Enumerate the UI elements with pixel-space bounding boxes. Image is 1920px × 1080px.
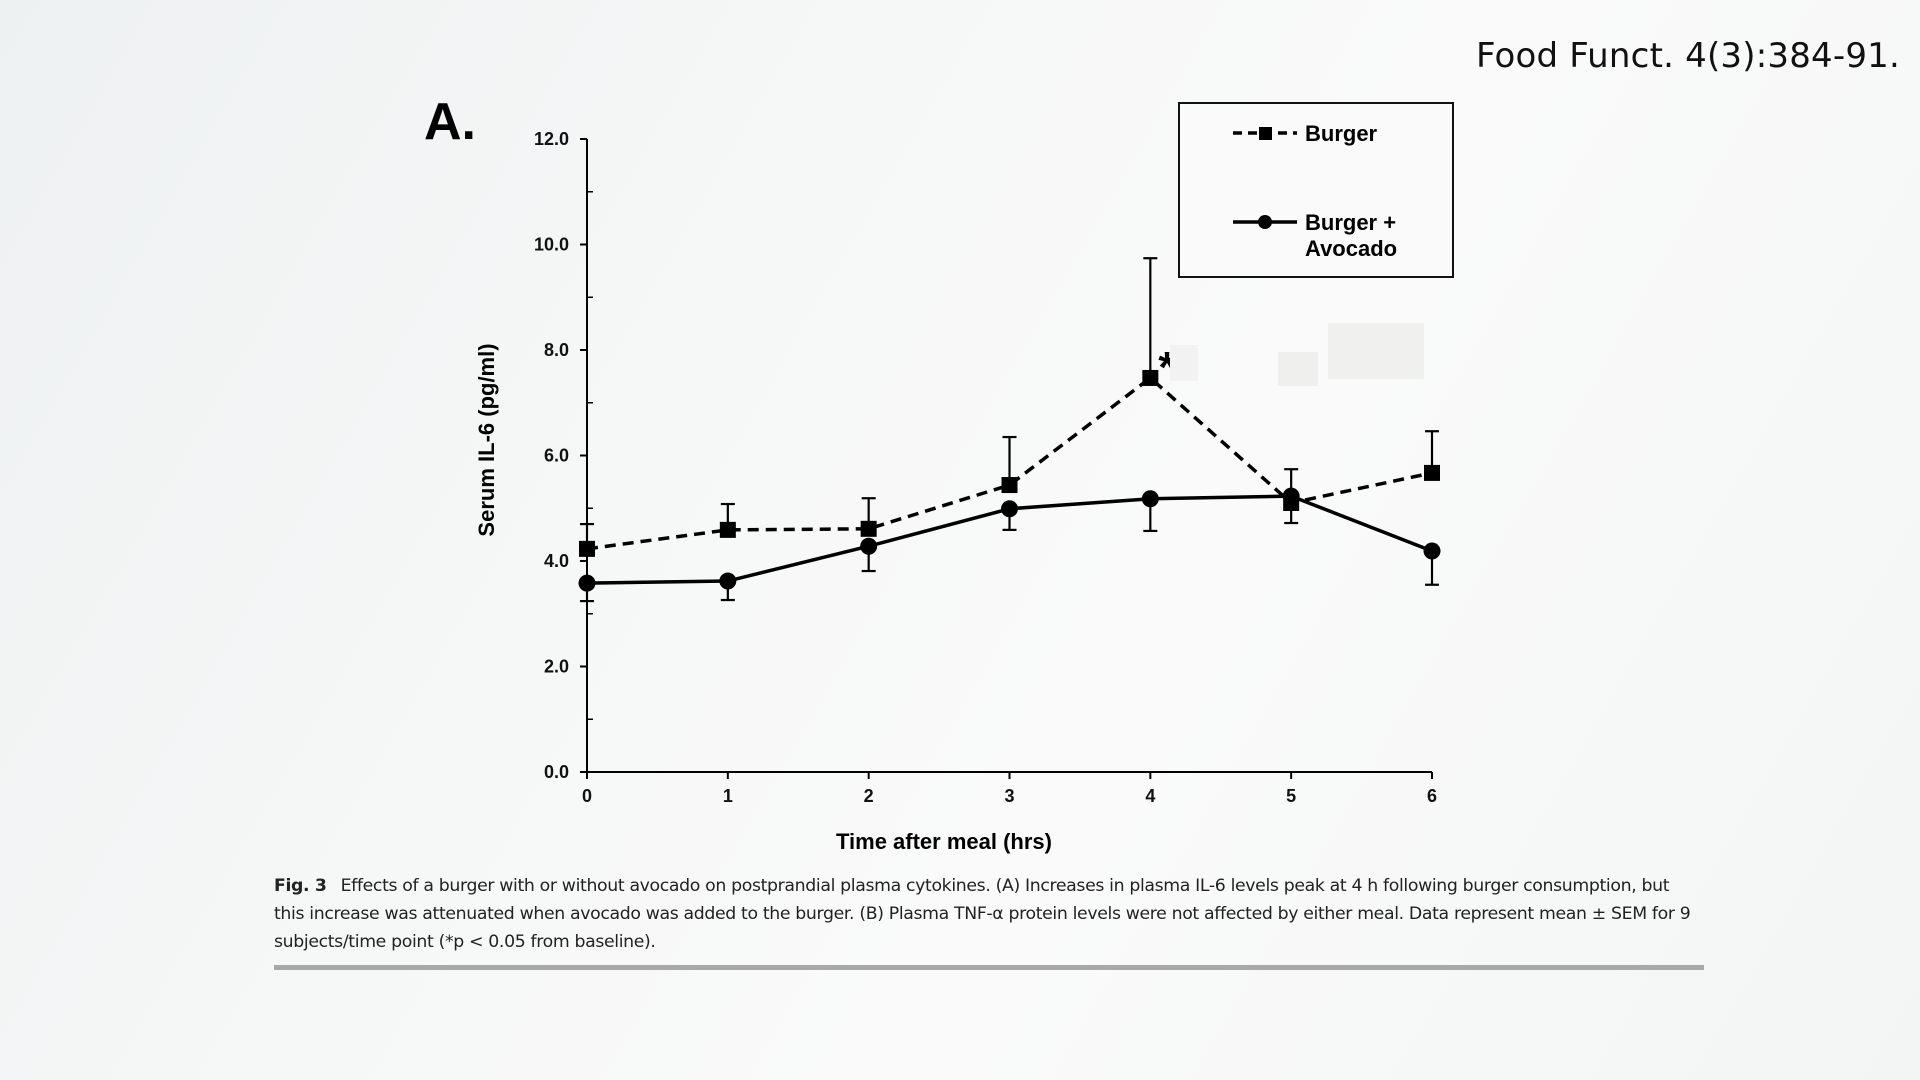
data-point-square [1142,369,1159,386]
x-tick-label: 3 [1004,786,1014,806]
data-point-circle [1282,487,1300,505]
axes: 0.0 2.0 4.0 6.0 8.0 10.0 12.0 0 1 2 3 4 5 6 [534,129,1437,806]
y-tick-label: 12.0 [534,129,569,149]
x-tick-label: 6 [1427,786,1437,806]
caption-text: Effects of a burger with or without avoc… [274,876,1691,952]
data-point-circle [578,574,596,592]
series-layer: * [578,257,1441,603]
x-tick-label: 0 [582,786,592,806]
y-tick-label: 8.0 [544,340,569,360]
y-tick-label: 10.0 [534,235,569,255]
x-tick-label: 2 [864,786,874,806]
data-point-circle [1001,500,1018,518]
y-tick-label: 6.0 [544,446,569,466]
data-point-circle [1423,542,1441,560]
background-patch [1278,352,1318,386]
background-patch [1170,345,1198,381]
data-point-square [719,521,736,538]
y-tick-label: 4.0 [544,551,569,571]
panel-label: A. [424,93,476,151]
x-axis-title: Time after meal (hrs) [836,829,1052,854]
legend-label-burger-avocado-line2: Avocado [1305,236,1397,261]
figure-caption: Fig. 3 Effects of a burger with or withou… [274,872,1704,956]
x-tick-label: 5 [1286,786,1296,806]
series-burger-avocado [578,487,1441,603]
x-tick-label: 4 [1145,786,1155,806]
data-point-circle [1141,490,1159,508]
legend: Burger Burger + Avocado [1178,102,1454,278]
data-point-circle [719,572,737,590]
il6-line-chart: 0.0 2.0 4.0 6.0 8.0 10.0 12.0 0 1 2 3 4 5 6 * Serum I… [474,102,1454,854]
legend-label-burger-avocado-line1: Burger + [1305,210,1396,235]
citation: Food Funct. 4(3):384-91. [1475,36,1900,76]
data-point-circle [860,537,878,555]
y-tick-label: 0.0 [544,762,569,782]
y-axis-title: Serum IL-6 (pg/ml) [474,343,499,536]
legend-item-burger: Burger [1233,121,1378,146]
figure-label: Fig. 3 [274,876,327,896]
caption-divider [274,965,1704,970]
legend-label-burger: Burger [1305,121,1378,146]
data-point-square [1424,464,1440,481]
y-tick-label: 2.0 [544,657,569,677]
legend-box [1178,102,1454,278]
legend-square-marker [1259,127,1272,140]
data-point-square [1001,477,1018,494]
background-patch [1328,323,1424,379]
data-point-square [579,540,595,557]
legend-circle-marker [1258,215,1272,229]
legend-item-burger-avocado: Burger + Avocado [1233,210,1397,261]
x-tick-label: 1 [723,786,733,806]
data-point-square [860,520,877,537]
